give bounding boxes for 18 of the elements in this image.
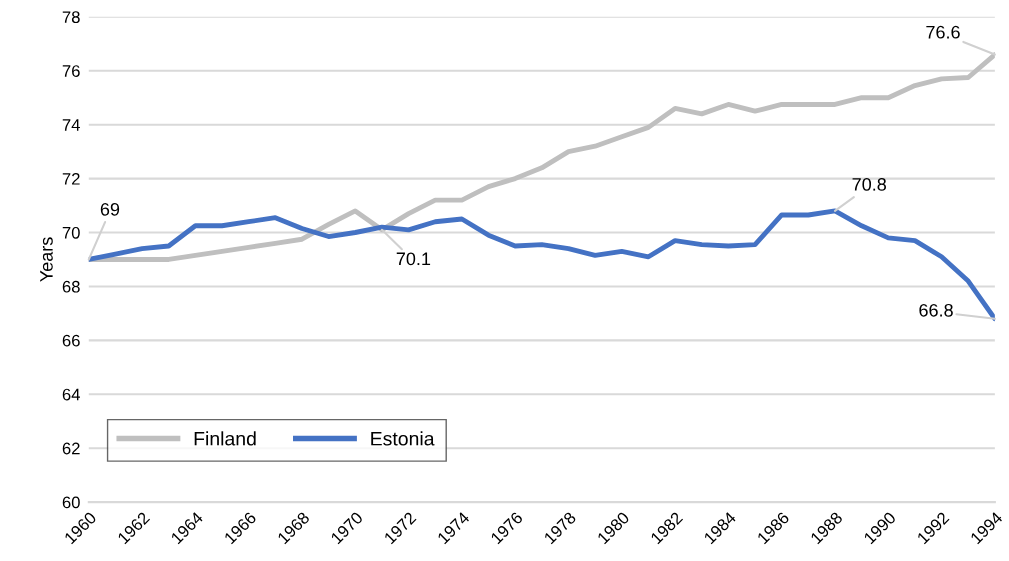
y-tick-label: 62 <box>62 442 80 455</box>
legend-label: Finland <box>194 431 256 446</box>
y-tick-label: 60 <box>62 496 80 509</box>
y-tick-label: 78 <box>62 11 80 24</box>
y-axis-title: Years <box>40 237 53 282</box>
annotation: 76.6 <box>926 25 960 39</box>
annotation: 66.8 <box>919 303 953 317</box>
y-tick-label: 72 <box>62 172 80 185</box>
y-tick-label: 76 <box>62 65 80 77</box>
annotation: 70.1 <box>396 252 431 266</box>
annotation: 70.8 <box>852 178 886 191</box>
y-tick-label: 68 <box>62 280 80 293</box>
y-tick-label: 74 <box>62 119 80 131</box>
y-tick-label: 70 <box>62 226 80 239</box>
legend-label: Estonia <box>371 431 435 446</box>
y-tick-label: 66 <box>62 334 80 347</box>
y-tick-label: 64 <box>62 388 80 401</box>
annotation: 69 <box>100 202 120 216</box>
